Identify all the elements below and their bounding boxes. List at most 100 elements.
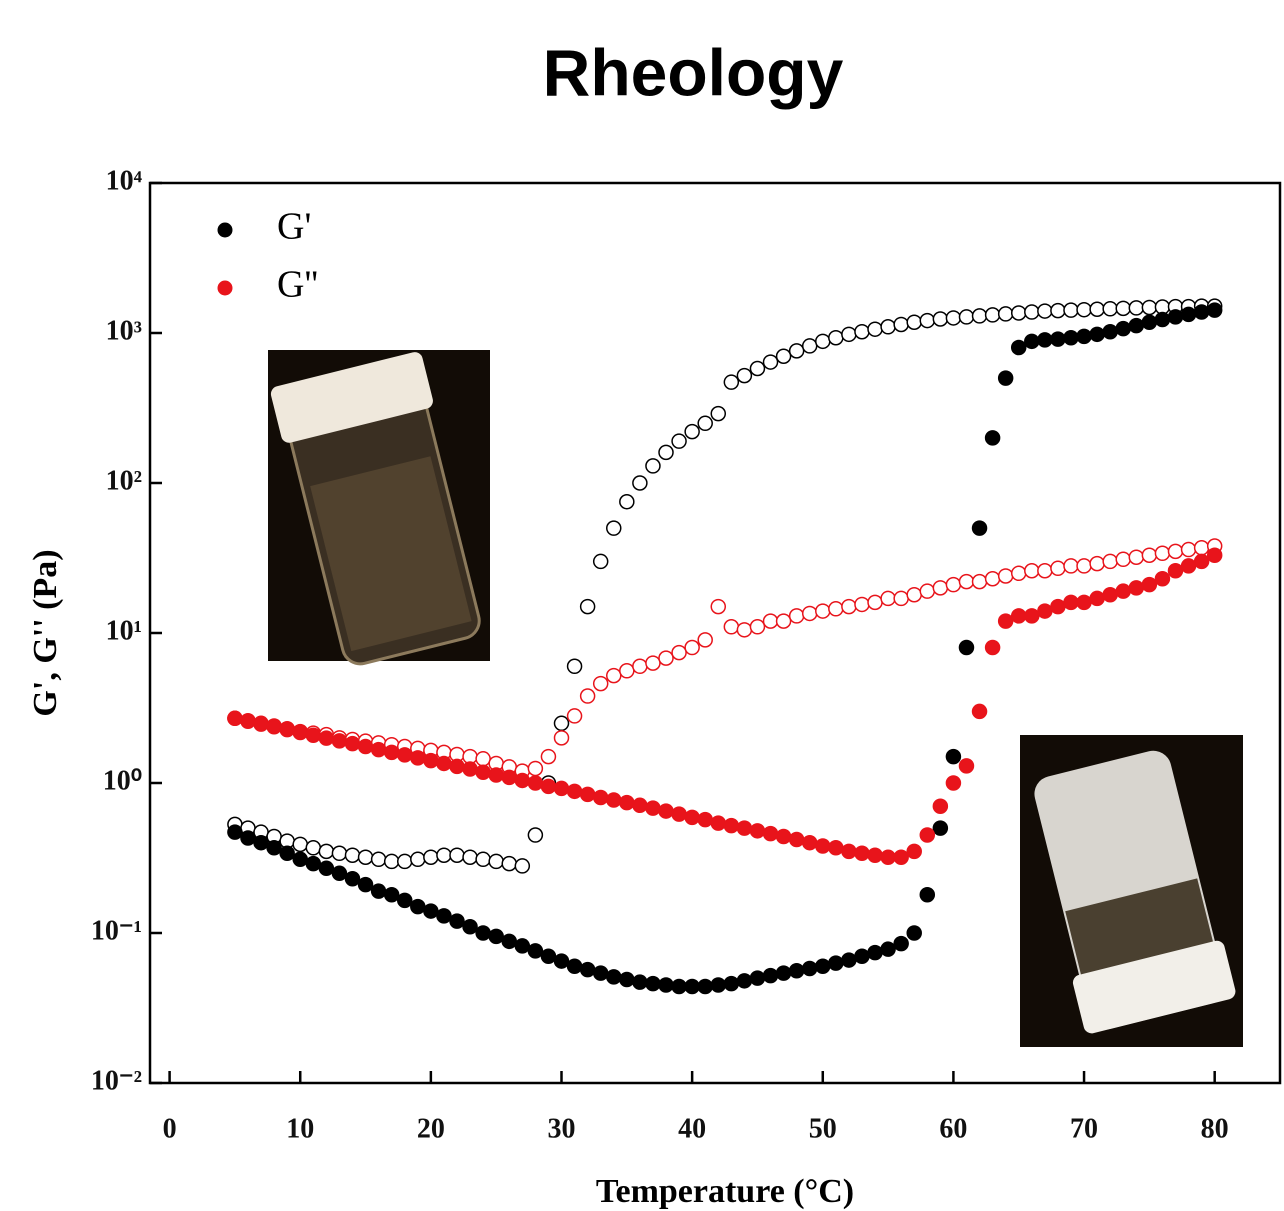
data-point bbox=[1102, 301, 1118, 317]
data-point bbox=[305, 855, 322, 872]
data-point bbox=[357, 876, 374, 893]
data-point bbox=[1154, 545, 1171, 562]
data-point bbox=[423, 903, 439, 919]
data-point bbox=[227, 710, 243, 727]
data-point bbox=[906, 314, 922, 330]
data-point bbox=[436, 908, 452, 924]
data-point bbox=[984, 307, 1001, 323]
data-point bbox=[749, 970, 766, 986]
data-point bbox=[1128, 317, 1145, 334]
data-point bbox=[1193, 553, 1210, 570]
data-point bbox=[383, 744, 400, 761]
data-point bbox=[331, 845, 348, 862]
data-point bbox=[1102, 323, 1118, 340]
data-point bbox=[592, 675, 609, 692]
data-point bbox=[841, 326, 857, 343]
data-point bbox=[671, 978, 687, 995]
data-point bbox=[383, 886, 400, 903]
data-point bbox=[1063, 594, 1079, 611]
data-point bbox=[867, 594, 883, 611]
data-point bbox=[1115, 320, 1131, 337]
data-point bbox=[906, 925, 922, 941]
data-point bbox=[775, 965, 792, 981]
data-point bbox=[1050, 560, 1066, 577]
data-point bbox=[1128, 549, 1145, 565]
data-point bbox=[893, 849, 909, 865]
data-point bbox=[671, 644, 687, 661]
data-point bbox=[697, 415, 713, 432]
data-point bbox=[606, 667, 622, 684]
data-point bbox=[919, 583, 936, 599]
data-point bbox=[370, 883, 387, 899]
data-point bbox=[736, 973, 753, 989]
data-point bbox=[919, 312, 936, 329]
data-point bbox=[658, 977, 674, 993]
data-point bbox=[488, 853, 504, 870]
data-point bbox=[423, 752, 439, 769]
data-point bbox=[671, 433, 687, 449]
data-point bbox=[475, 764, 491, 780]
data-point bbox=[462, 919, 478, 935]
data-point bbox=[658, 803, 674, 819]
data-point bbox=[893, 935, 909, 952]
data-point bbox=[449, 758, 465, 775]
data-point bbox=[1167, 563, 1184, 579]
data-point bbox=[854, 596, 870, 613]
data-point bbox=[1141, 299, 1158, 316]
data-point bbox=[527, 775, 544, 791]
data-point bbox=[279, 721, 295, 738]
data-point bbox=[396, 853, 413, 870]
data-point bbox=[645, 655, 661, 671]
data-point bbox=[854, 323, 870, 340]
data-point bbox=[1037, 563, 1053, 579]
data-point bbox=[1024, 304, 1040, 320]
data-point bbox=[1076, 558, 1092, 574]
data-point bbox=[880, 849, 896, 865]
data-point bbox=[318, 843, 335, 860]
data-point bbox=[292, 851, 308, 868]
data-point bbox=[828, 601, 844, 617]
data-point bbox=[684, 809, 700, 826]
data-point bbox=[396, 747, 413, 763]
data-point bbox=[475, 925, 491, 941]
data-point bbox=[828, 840, 844, 856]
data-point bbox=[788, 831, 805, 848]
data-point bbox=[318, 730, 335, 746]
y-tick-label: 10² bbox=[106, 465, 142, 496]
data-point bbox=[592, 553, 609, 570]
data-point bbox=[1050, 598, 1066, 615]
data-point bbox=[1141, 576, 1158, 593]
data-point bbox=[749, 823, 766, 839]
data-point bbox=[253, 834, 269, 851]
data-point bbox=[396, 892, 413, 909]
data-point bbox=[475, 851, 491, 868]
data-point bbox=[815, 603, 831, 619]
inset-photo-liquid bbox=[268, 350, 490, 666]
data-point bbox=[619, 493, 635, 510]
data-point bbox=[1102, 553, 1118, 570]
data-point bbox=[723, 374, 740, 390]
data-point bbox=[762, 967, 779, 984]
data-point bbox=[606, 792, 622, 808]
data-point bbox=[540, 748, 557, 765]
data-point bbox=[1089, 555, 1105, 572]
data-point bbox=[1206, 547, 1223, 563]
data-point bbox=[997, 613, 1014, 629]
data-point bbox=[449, 847, 465, 863]
data-point bbox=[736, 622, 753, 638]
data-point bbox=[1141, 314, 1158, 330]
data-point bbox=[344, 847, 361, 863]
data-point bbox=[488, 928, 504, 945]
data-point bbox=[749, 360, 766, 377]
y-tick-label: 10⁰ bbox=[103, 765, 142, 796]
data-point bbox=[1089, 301, 1105, 317]
data-point bbox=[410, 898, 426, 915]
data-point bbox=[710, 405, 727, 422]
data-point bbox=[658, 650, 674, 666]
data-point bbox=[919, 886, 936, 903]
data-point bbox=[801, 960, 818, 977]
data-point bbox=[762, 825, 779, 842]
data-point bbox=[436, 847, 452, 863]
data-point bbox=[553, 780, 570, 797]
data-point bbox=[606, 969, 622, 985]
